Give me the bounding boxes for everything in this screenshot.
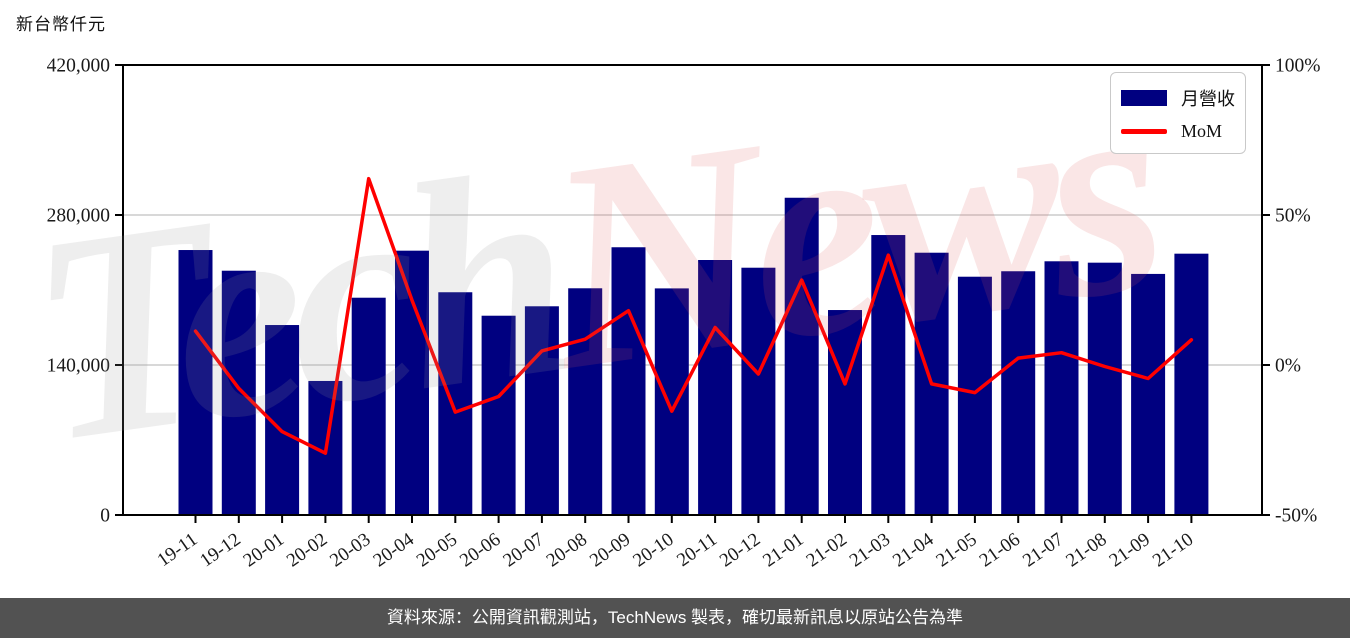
legend-mom-label: MoM [1181,121,1223,141]
svg-text:280,000: 280,000 [47,206,110,227]
svg-text:20-05: 20-05 [413,529,461,572]
mom-line [193,176,1194,455]
x-axis-labels: 19-1119-1220-0120-0220-0320-0420-0520-06… [154,515,1197,572]
svg-text:21-03: 21-03 [846,529,894,572]
bar-19-11 [178,250,213,516]
legend-item-mom: MoM [1121,121,1235,142]
bar-20-08 [568,288,603,515]
svg-text:20-09: 20-09 [586,529,634,572]
svg-text:20-06: 20-06 [456,529,504,572]
bar-20-03 [351,297,386,515]
svg-text:21-06: 21-06 [976,529,1024,572]
bar-19-12 [221,270,256,515]
svg-text:420,000: 420,000 [47,56,110,77]
revenue-mom-chart: 0 140,000 280,000 420,000 -50% 0% 50% 100% 19-11… [47,56,1321,572]
svg-text:21-01: 21-01 [759,529,807,572]
svg-text:20-07: 20-07 [499,529,547,572]
svg-text:140,000: 140,000 [47,356,110,377]
svg-text:21-02: 21-02 [803,529,851,572]
bar-21-06 [1001,271,1036,515]
bar-21-08 [1087,262,1122,515]
legend-item-revenue: 月營收 [1121,85,1235,111]
svg-text:21-05: 21-05 [932,529,980,572]
svg-text:19-12: 19-12 [196,529,244,572]
mom-line-swatch [1121,129,1167,134]
bar-21-05 [957,276,992,515]
chart-legend: 月營收 MoM [1110,72,1246,154]
svg-text:20-11: 20-11 [673,529,721,571]
svg-text:20-02: 20-02 [283,529,331,572]
bar-20-09 [611,247,646,515]
source-footer: 資料來源：公開資訊觀測站，TechNews 製表，確切最新訊息以原站公告為準 [0,598,1350,638]
svg-text:0: 0 [100,506,110,527]
bar-21-03 [871,235,906,516]
svg-text:20-01: 20-01 [240,529,288,572]
svg-text:21-09: 21-09 [1106,529,1154,572]
svg-text:20-12: 20-12 [716,529,764,572]
y-axis-unit-label: 新台幣仟元 [16,15,106,34]
revenue-bar-swatch [1121,90,1167,106]
bar-21-02 [828,310,862,515]
svg-text:-50%: -50% [1275,506,1317,527]
svg-text:19-11: 19-11 [154,529,202,571]
bar-20-06 [481,315,516,515]
bar-20-04 [395,250,429,515]
bar-20-07 [524,306,559,515]
svg-text:20-10: 20-10 [629,529,677,572]
bar-20-11 [698,260,733,515]
svg-text:50%: 50% [1275,206,1311,227]
bar-21-07 [1044,261,1079,515]
svg-text:20-03: 20-03 [326,529,374,572]
bar-20-10 [654,288,689,515]
bar-20-12 [741,267,776,515]
svg-text:21-07: 21-07 [1019,529,1067,572]
legend-revenue-label: 月營收 [1181,89,1235,109]
svg-text:21-08: 21-08 [1062,529,1110,572]
bar-21-01 [784,197,819,515]
left-axis-ticks: 0 140,000 280,000 420,000 [47,56,123,527]
svg-text:20-04: 20-04 [370,529,419,572]
svg-text:20-08: 20-08 [543,529,591,572]
bar-21-09 [1131,273,1166,515]
plot-border [122,64,1263,516]
right-axis-ticks: -50% 0% 50% 100% [1262,56,1321,527]
svg-text:21-10: 21-10 [1149,529,1197,572]
bar-20-05 [438,292,473,515]
source-footer-text: 資料來源：公開資訊觀測站，TechNews 製表，確切最新訊息以原站公告為準 [386,608,964,627]
revenue-bars [178,197,1209,516]
svg-text:21-04: 21-04 [889,529,938,572]
svg-text:100%: 100% [1275,56,1321,77]
bar-21-10 [1174,253,1209,515]
svg-text:0%: 0% [1275,356,1301,377]
